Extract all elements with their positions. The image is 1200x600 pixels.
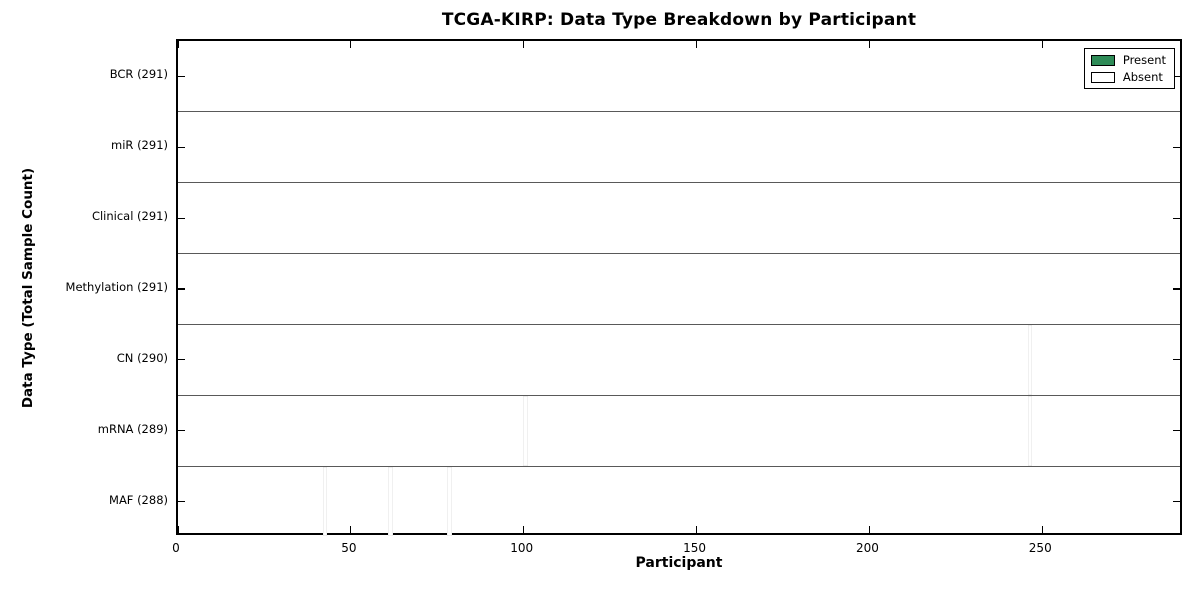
absent-bar-maf-61 bbox=[388, 466, 393, 537]
row-boundary bbox=[178, 394, 1180, 396]
y-tick-right bbox=[1173, 75, 1180, 78]
legend: Present Absent bbox=[1083, 48, 1175, 89]
x-tick-bottom bbox=[523, 526, 525, 533]
x-tick-top bbox=[177, 41, 179, 48]
y-tick-left bbox=[178, 500, 185, 503]
row-label-bcr: BCR (291) bbox=[109, 67, 168, 82]
absent-bar-mrna-246 bbox=[1028, 395, 1033, 466]
x-tick-label: 100 bbox=[510, 541, 534, 555]
y-tick-right bbox=[1173, 288, 1180, 290]
y-tick-left bbox=[178, 146, 185, 148]
x-tick-top bbox=[1041, 41, 1043, 48]
chart-title: TCGA-KIRP: Data Type Breakdown by Partic… bbox=[441, 10, 917, 30]
x-tick-top bbox=[523, 41, 525, 48]
plot-area: Present Absent bbox=[176, 39, 1182, 537]
row-label-mir: miR (291) bbox=[111, 138, 168, 153]
y-tick-right bbox=[1173, 146, 1180, 148]
x-axis-title: Participant bbox=[635, 555, 723, 571]
absent-bar-maf-78 bbox=[447, 466, 452, 537]
row-boundary bbox=[178, 323, 1180, 325]
x-tick-label: 150 bbox=[683, 541, 706, 555]
y-tick-left bbox=[178, 359, 185, 361]
absent-bar-maf-42 bbox=[322, 466, 328, 537]
row-label-clinical: Clinical (291) bbox=[91, 209, 168, 224]
row-label-maf: MAF (288) bbox=[109, 492, 168, 507]
legend-item-present: Present bbox=[1090, 53, 1166, 67]
x-tick-bottom bbox=[695, 526, 698, 533]
row-boundary bbox=[178, 465, 1180, 467]
y-tick-right bbox=[1173, 359, 1180, 361]
legend-label: Present bbox=[1122, 53, 1166, 67]
legend-swatch-absent bbox=[1090, 71, 1115, 83]
absent-bar-mrna-100 bbox=[523, 395, 528, 466]
row-boundary bbox=[178, 111, 1180, 113]
row-label-methylation: Methylation (291) bbox=[65, 280, 168, 294]
x-tick-top bbox=[350, 41, 352, 48]
x-tick-label: 200 bbox=[855, 541, 879, 555]
x-tick-label: 250 bbox=[1028, 541, 1052, 555]
x-tick-bottom bbox=[1041, 526, 1043, 533]
y-tick-right bbox=[1173, 430, 1180, 432]
row-label-mrna: mRNA (289) bbox=[97, 421, 168, 436]
y-tick-right bbox=[1173, 500, 1180, 503]
legend-swatch-present bbox=[1090, 54, 1115, 66]
y-tick-left bbox=[178, 75, 185, 78]
y-tick-left bbox=[178, 430, 185, 432]
legend-item-absent: Absent bbox=[1090, 70, 1166, 84]
x-tick-label: 0 bbox=[172, 541, 180, 555]
y-tick-left bbox=[178, 288, 185, 290]
x-tick-bottom bbox=[868, 526, 870, 533]
x-tick-top bbox=[868, 41, 870, 48]
row-boundary bbox=[178, 182, 1180, 184]
row-label-cn: CN (290) bbox=[116, 350, 168, 365]
legend-label: Absent bbox=[1122, 70, 1163, 84]
x-tick-bottom bbox=[350, 526, 352, 533]
x-tick-top bbox=[695, 41, 698, 48]
y-tick-left bbox=[178, 217, 185, 219]
x-tick-bottom bbox=[177, 526, 179, 533]
y-tick-right bbox=[1173, 217, 1180, 219]
x-tick-label: 50 bbox=[341, 541, 357, 555]
absent-bar-cn-246 bbox=[1028, 324, 1033, 395]
row-boundary bbox=[178, 253, 1180, 255]
